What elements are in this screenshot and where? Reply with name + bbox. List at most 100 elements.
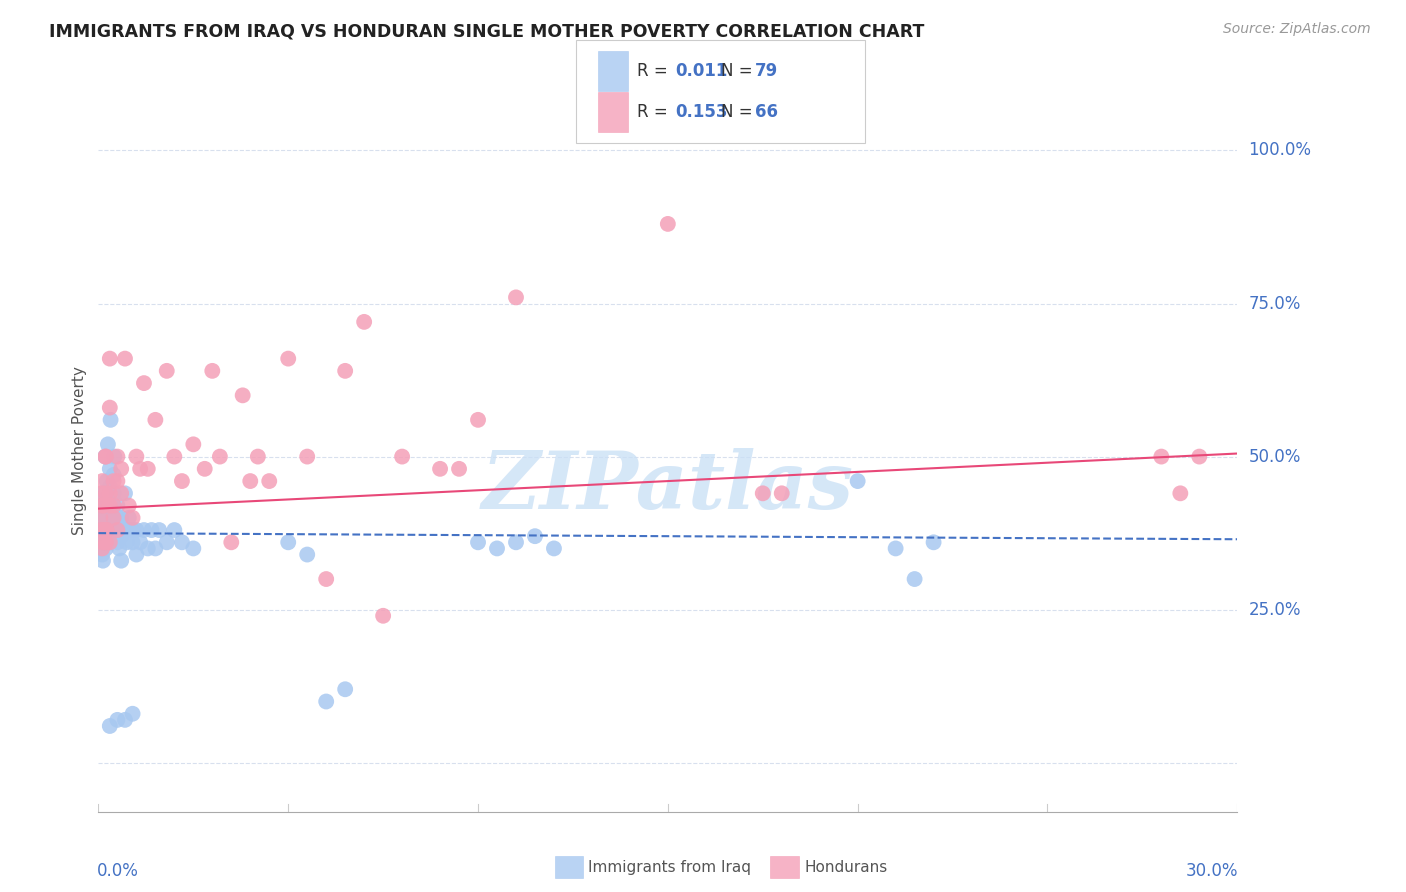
Point	[100, 511, 122, 525]
Point	[163, 450, 186, 464]
Point	[98, 486, 121, 500]
Point	[114, 713, 136, 727]
Point	[90, 486, 112, 500]
Point	[524, 529, 547, 543]
Point	[129, 462, 152, 476]
Point	[770, 486, 793, 500]
Point	[136, 541, 159, 556]
Point	[110, 554, 132, 568]
Point	[103, 523, 125, 537]
Point	[94, 486, 117, 500]
Point	[98, 719, 121, 733]
Point	[94, 523, 117, 537]
Point	[103, 474, 125, 488]
Point	[315, 694, 337, 708]
Point	[1188, 450, 1211, 464]
Point	[94, 492, 117, 507]
Point	[93, 499, 115, 513]
Point	[232, 388, 254, 402]
Point	[94, 450, 117, 464]
Point	[107, 523, 129, 537]
Point	[103, 511, 125, 525]
Point	[121, 511, 143, 525]
Point	[98, 535, 121, 549]
Point	[170, 474, 193, 488]
Point	[145, 541, 167, 556]
Text: 0.0%: 0.0%	[97, 863, 139, 880]
Point	[335, 364, 357, 378]
Point	[93, 486, 115, 500]
Point	[125, 548, 148, 562]
Point	[94, 450, 117, 464]
Point	[148, 523, 170, 537]
Point	[163, 523, 186, 537]
Point	[103, 499, 125, 513]
Point	[90, 511, 112, 525]
Point	[93, 529, 115, 543]
Point	[208, 450, 231, 464]
Point	[98, 480, 121, 494]
Point	[277, 535, 299, 549]
Point	[98, 535, 121, 549]
Point	[114, 351, 136, 366]
Point	[449, 462, 471, 476]
Point	[96, 474, 118, 488]
Point	[657, 217, 679, 231]
Point	[91, 474, 114, 488]
Point	[98, 401, 121, 415]
Point	[118, 499, 141, 513]
Point	[103, 467, 125, 482]
Point	[90, 541, 112, 556]
Y-axis label: Single Mother Poverty: Single Mother Poverty	[72, 366, 87, 535]
Text: 79: 79	[755, 62, 779, 79]
Point	[94, 523, 117, 537]
Point	[91, 505, 114, 519]
Point	[297, 548, 319, 562]
Text: 0.011: 0.011	[675, 62, 727, 79]
Point	[108, 541, 131, 556]
Text: 75.0%: 75.0%	[1249, 294, 1301, 312]
Text: 25.0%: 25.0%	[1249, 600, 1301, 619]
Point	[114, 486, 136, 500]
Point	[107, 713, 129, 727]
Point	[89, 523, 111, 537]
Point	[114, 523, 136, 537]
Point	[121, 535, 143, 549]
Point	[125, 450, 148, 464]
Point	[94, 450, 117, 464]
Point	[107, 511, 129, 525]
Point	[115, 535, 138, 549]
Point	[752, 486, 775, 500]
Point	[103, 499, 125, 513]
Point	[107, 450, 129, 464]
Point	[884, 541, 907, 556]
Point	[121, 523, 143, 537]
Text: 100.0%: 100.0%	[1249, 142, 1312, 160]
Point	[89, 511, 111, 525]
Point	[107, 523, 129, 537]
Point	[98, 462, 121, 476]
Point	[118, 523, 141, 537]
Point	[110, 462, 132, 476]
Point	[91, 541, 114, 556]
Point	[201, 364, 224, 378]
Point	[132, 376, 155, 390]
Point	[91, 529, 114, 543]
Point	[94, 523, 117, 537]
Point	[110, 529, 132, 543]
Point	[118, 511, 141, 525]
Point	[156, 364, 179, 378]
Text: 30.0%: 30.0%	[1185, 863, 1239, 880]
Point	[121, 706, 143, 721]
Point	[221, 535, 243, 549]
Point	[112, 523, 135, 537]
Point	[145, 413, 167, 427]
Point	[922, 535, 945, 549]
Point	[110, 511, 132, 525]
Point	[132, 523, 155, 537]
Text: R =: R =	[637, 103, 673, 121]
Text: Immigrants from Iraq: Immigrants from Iraq	[588, 860, 751, 874]
Point	[486, 541, 509, 556]
Text: 66: 66	[755, 103, 778, 121]
Point	[107, 535, 129, 549]
